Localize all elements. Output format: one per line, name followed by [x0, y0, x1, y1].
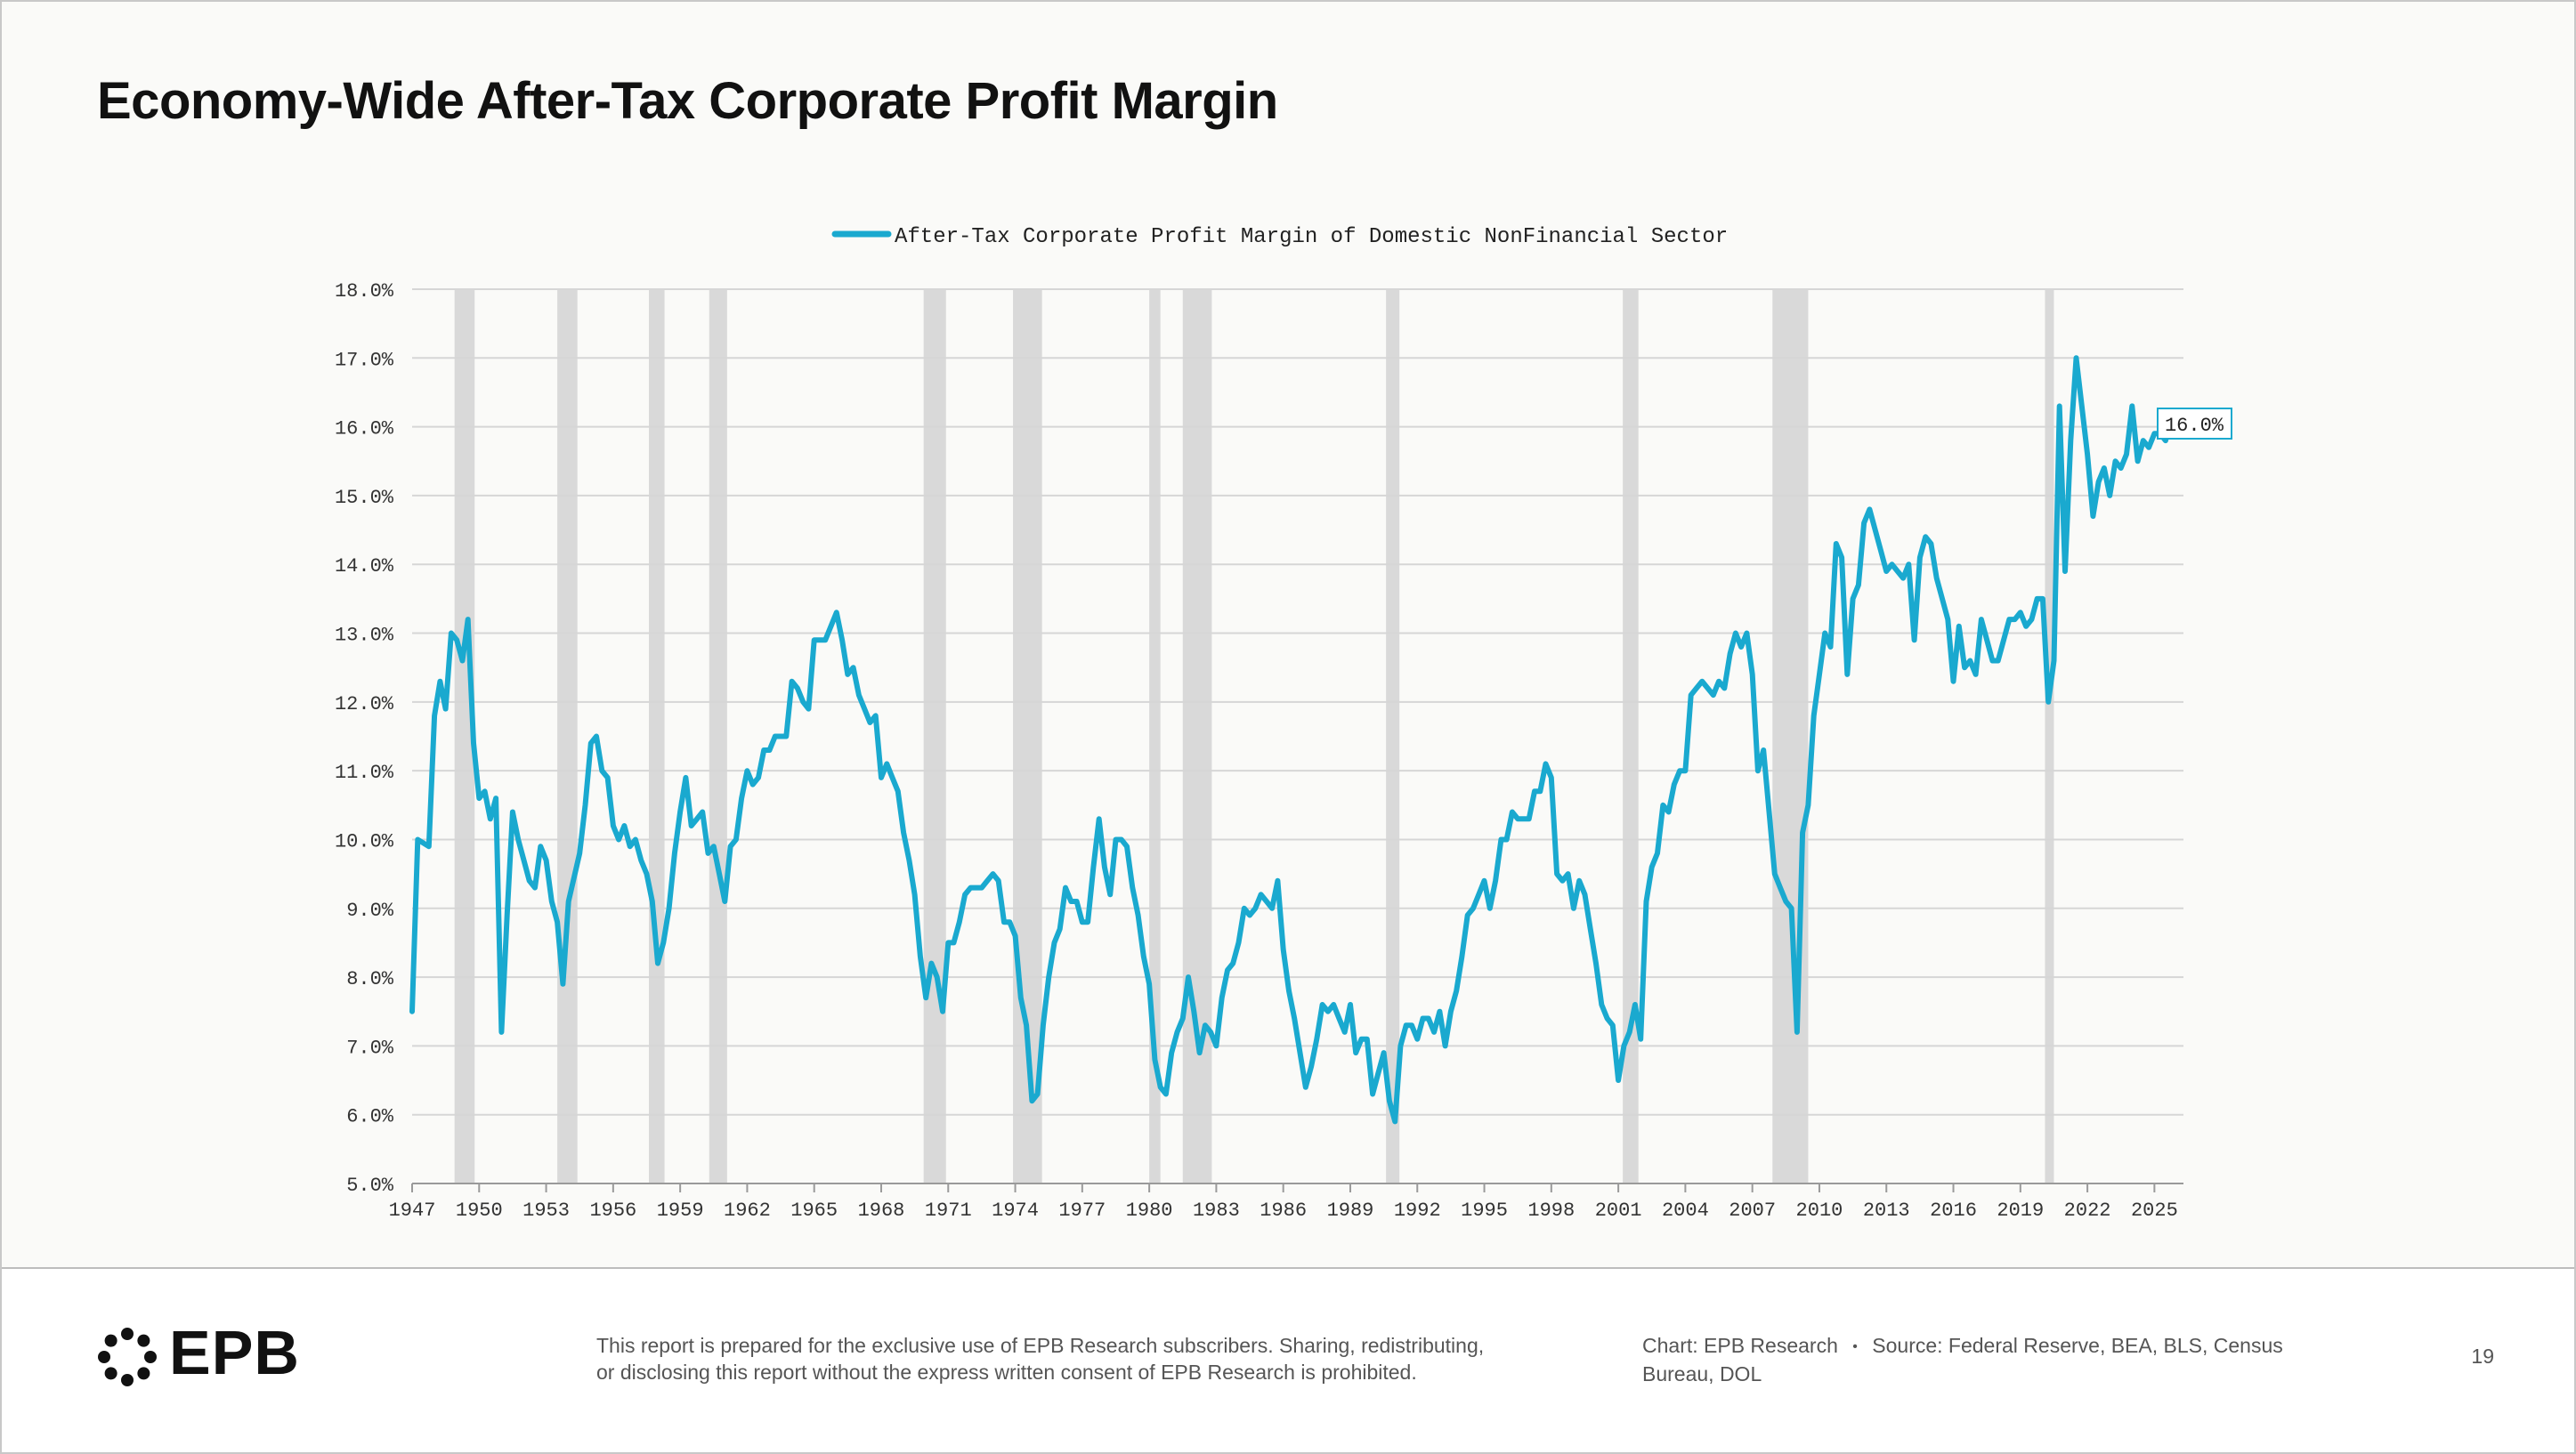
x-tick-label: 2025	[2131, 1200, 2178, 1222]
logo-dot	[144, 1351, 157, 1363]
x-tick-label: 1950	[456, 1200, 503, 1222]
page-title: Economy-Wide After-Tax Corporate Profit …	[97, 72, 1278, 130]
x-tick-label: 1953	[522, 1200, 570, 1222]
logo-text: EPB	[169, 1318, 300, 1387]
logo-dot	[121, 1374, 134, 1386]
series-layer	[409, 355, 2175, 1125]
x-tick-label: 1968	[858, 1200, 905, 1222]
x-tick-label: 1986	[1260, 1200, 1307, 1222]
gridlines	[412, 288, 2183, 1116]
x-tick-label: 1947	[389, 1200, 436, 1222]
recession-bar-9	[1623, 289, 1639, 1183]
x-tick-label: 2016	[1930, 1200, 1977, 1222]
recession-bar-3	[709, 289, 727, 1183]
recession-bar-0	[454, 289, 475, 1183]
recession-bar-4	[923, 289, 946, 1183]
recession-bar-1	[557, 289, 578, 1183]
recession-bar-11	[2045, 289, 2054, 1183]
x-tick-label: 1956	[589, 1200, 636, 1222]
profit-margin-chart: 5.0% 6.0% 7.0% 8.0% 9.0% 10.0% 11.0% 12.0% 13.0%…	[335, 225, 2232, 1222]
x-tick-label: 2004	[1662, 1200, 1709, 1222]
logo-dot	[121, 1328, 134, 1340]
logo-dot	[104, 1367, 117, 1380]
epb-logo-icon	[98, 1328, 157, 1386]
y-tick-label: 17.0%	[335, 349, 394, 371]
y-tick-label: 16.0%	[335, 418, 394, 440]
disclaimer-line-2: or disclosing this report without the ex…	[596, 1361, 1417, 1384]
x-tick-label: 1974	[992, 1200, 1039, 1222]
x-tick-label: 2007	[1729, 1200, 1776, 1222]
x-tick-label: 1998	[1527, 1200, 1575, 1222]
logo-dot	[137, 1334, 150, 1347]
recession-bar-6	[1149, 289, 1161, 1183]
credit-separator: •	[1852, 1339, 1858, 1354]
recession-bar-10	[1772, 289, 1809, 1183]
disclaimer: This report is prepared for the exclusiv…	[596, 1332, 1576, 1385]
last-value-callout: 16.0%	[2157, 408, 2232, 440]
y-tick-label: 11.0%	[335, 762, 394, 784]
y-tick-label: 13.0%	[335, 625, 394, 647]
y-tick-label: 12.0%	[335, 693, 394, 715]
x-tick-label: 2019	[1997, 1200, 2044, 1222]
y-tick-label: 15.0%	[335, 487, 394, 509]
chart-area	[2, 2, 2574, 1269]
logo-dot	[104, 1334, 117, 1347]
legend: After-Tax Corporate Profit Margin of Dom…	[831, 225, 1728, 249]
credit-chart: Chart: EPB Research	[1642, 1334, 1838, 1357]
x-tick-label: 1965	[790, 1200, 838, 1222]
x-tick-label: 1980	[1126, 1200, 1173, 1222]
credit-source: Source: Federal Reserve, BEA, BLS, Censu…	[1872, 1334, 2283, 1357]
y-tick-label: 5.0%	[346, 1175, 394, 1197]
page-number: 19	[2471, 1345, 2494, 1368]
legend-label: After-Tax Corporate Profit Margin of Dom…	[895, 225, 1728, 249]
y-tick-label: 8.0%	[346, 968, 394, 990]
x-tick-label: 1992	[1394, 1200, 1441, 1222]
x-tick-label: 1977	[1058, 1200, 1106, 1222]
x-tick-label: 1995	[1461, 1200, 1508, 1222]
series-line-0	[409, 355, 2175, 1125]
disclaimer-line-1: This report is prepared for the exclusiv…	[596, 1334, 1485, 1357]
last-value-label: 16.0%	[2165, 415, 2224, 437]
y-tick-label: 18.0%	[335, 280, 394, 303]
last-value-box	[2157, 408, 2232, 440]
y-tick-label: 6.0%	[346, 1106, 394, 1128]
credit-source-line-2: Bureau, DOL	[1642, 1362, 1762, 1385]
recession-bar-2	[649, 289, 665, 1183]
y-tick-label: 10.0%	[335, 830, 394, 852]
logo-dot	[98, 1351, 110, 1363]
y-tick-label: 14.0%	[335, 555, 394, 578]
x-tick-label: 2001	[1595, 1200, 1642, 1222]
logo-dot	[137, 1367, 150, 1380]
y-tick-label: 7.0%	[346, 1037, 394, 1059]
y-tick-label: 9.0%	[346, 900, 394, 922]
x-tick-label: 2013	[1863, 1200, 1910, 1222]
x-tick-label: 1983	[1193, 1200, 1240, 1222]
x-tick-label: 1959	[657, 1200, 704, 1222]
x-tick-label: 2010	[1796, 1200, 1843, 1222]
recession-bar-8	[1386, 289, 1400, 1183]
chart-credit: Chart: EPB Research • Source: Federal Re…	[1642, 1332, 2345, 1387]
axes: 5.0% 6.0% 7.0% 8.0% 9.0% 10.0% 11.0% 12.0% 13.0%…	[335, 280, 2183, 1222]
x-tick-label: 1989	[1327, 1200, 1374, 1222]
x-tick-label: 2022	[2064, 1200, 2111, 1222]
x-tick-label: 1962	[724, 1200, 771, 1222]
x-tick-label: 1971	[925, 1200, 972, 1222]
